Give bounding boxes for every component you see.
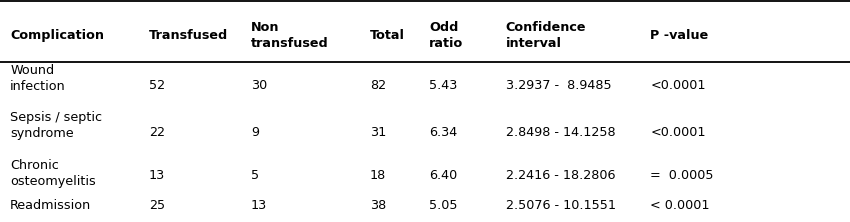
Text: 30: 30	[251, 79, 267, 92]
Text: <0.0001: <0.0001	[650, 79, 706, 92]
Text: 38: 38	[370, 199, 386, 212]
Text: Transfused: Transfused	[149, 29, 228, 42]
Text: Chronic
osteomyelitis: Chronic osteomyelitis	[10, 159, 96, 188]
Text: Non
transfused: Non transfused	[251, 21, 328, 50]
Text: 6.34: 6.34	[429, 126, 457, 139]
Text: Total: Total	[370, 29, 405, 42]
Text: 82: 82	[370, 79, 386, 92]
Text: Wound
infection: Wound infection	[10, 64, 66, 93]
Text: Sepsis / septic
syndrome: Sepsis / septic syndrome	[10, 111, 102, 140]
Text: 22: 22	[149, 126, 165, 139]
Text: < 0.0001: < 0.0001	[650, 199, 710, 212]
Text: 5.05: 5.05	[429, 199, 458, 212]
Text: =  0.0005: = 0.0005	[650, 169, 714, 182]
Text: <0.0001: <0.0001	[650, 126, 706, 139]
Text: 3.2937 -  8.9485: 3.2937 - 8.9485	[506, 79, 611, 92]
Text: 13: 13	[251, 199, 267, 212]
Text: Odd
ratio: Odd ratio	[429, 21, 463, 50]
Text: Confidence
interval: Confidence interval	[506, 21, 586, 50]
Text: Complication: Complication	[10, 29, 105, 42]
Text: 2.5076 - 10.1551: 2.5076 - 10.1551	[506, 199, 615, 212]
Text: P -value: P -value	[650, 29, 709, 42]
Text: 18: 18	[370, 169, 386, 182]
Text: 9: 9	[251, 126, 258, 139]
Text: 25: 25	[149, 199, 165, 212]
Text: 2.8498 - 14.1258: 2.8498 - 14.1258	[506, 126, 615, 139]
Text: 52: 52	[149, 79, 165, 92]
Text: 13: 13	[149, 169, 165, 182]
Text: 5.43: 5.43	[429, 79, 457, 92]
Text: 6.40: 6.40	[429, 169, 457, 182]
Text: Readmission: Readmission	[10, 199, 92, 212]
Text: 31: 31	[370, 126, 386, 139]
Text: 2.2416 - 18.2806: 2.2416 - 18.2806	[506, 169, 615, 182]
Text: 5: 5	[251, 169, 259, 182]
